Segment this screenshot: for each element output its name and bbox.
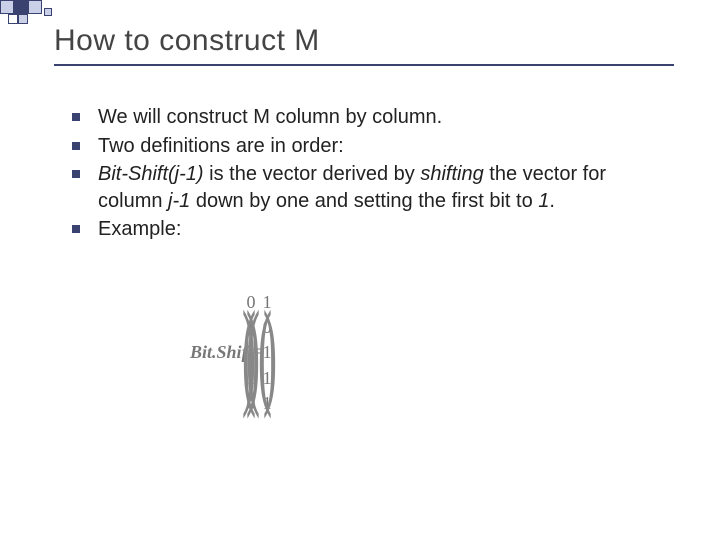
bullet-item: Bit-Shift(j-1) is the vector derived by … — [66, 161, 670, 214]
bullet-item: Two definitions are in order: — [66, 133, 670, 160]
paren-close-2: ) — [242, 299, 256, 407]
bullet-item: We will construct M column by column. — [66, 104, 670, 131]
bullet-list: We will construct M column by column.Two… — [66, 104, 670, 243]
title-underline — [54, 64, 674, 66]
slide-title: How to construct M — [54, 24, 680, 58]
bitshift-equation: Bit.Shift ( ( 01110 ) ) = ( 10111 ) — [190, 290, 268, 416]
content-area: We will construct M column by column.Two… — [66, 104, 670, 245]
title-area: How to construct M — [54, 24, 680, 66]
paren-close-3: ) — [263, 299, 277, 407]
bullet-item: Example: — [66, 216, 670, 243]
corner-decoration — [0, 0, 60, 36]
